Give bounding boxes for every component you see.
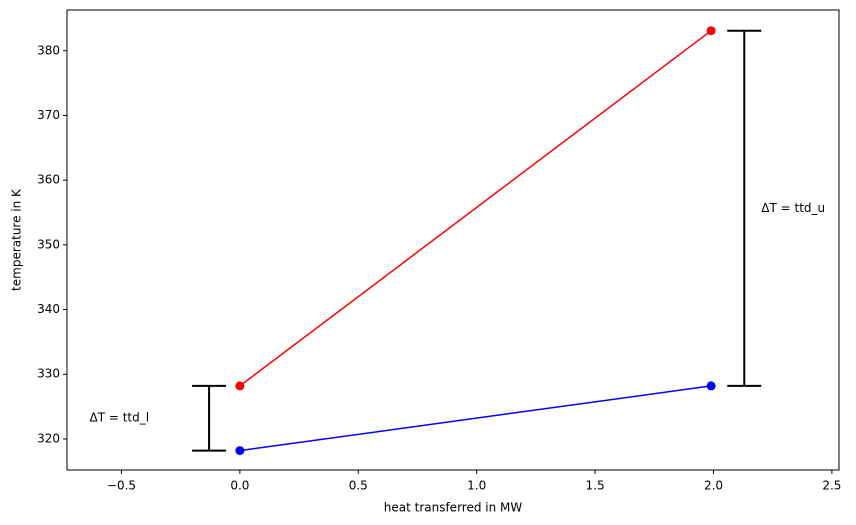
series-line <box>239 30 712 387</box>
x-tick-label: 2.0 <box>704 479 723 493</box>
annotation-label: ΔT = ttd_u <box>761 201 825 215</box>
point <box>706 26 716 36</box>
plot-frame <box>66 9 840 471</box>
y-tick-label: 360 <box>37 173 60 187</box>
y-tick-label: 330 <box>37 367 60 381</box>
y-tick-label: 370 <box>37 108 60 122</box>
x-tick-label: 1.5 <box>586 479 605 493</box>
x-tick-label: 0.0 <box>230 479 249 493</box>
y-axis-label: temperature in K <box>10 188 24 291</box>
x-tick-label: 2.5 <box>822 479 841 493</box>
y-tick-label: 320 <box>37 431 60 445</box>
series-line <box>239 385 712 452</box>
x-axis-label: heat transferred in MW <box>384 501 523 515</box>
x-tick-label: 0.5 <box>349 479 368 493</box>
annotation-label: ΔT = ttd_l <box>89 411 149 425</box>
y-tick-label: 380 <box>37 43 60 57</box>
y-tick-label: 340 <box>37 302 60 316</box>
x-tick-label: 1.0 <box>467 479 486 493</box>
point <box>706 381 716 391</box>
point <box>235 381 245 391</box>
x-tick-label: −0.5 <box>107 479 136 493</box>
point <box>235 446 245 456</box>
y-tick-label: 350 <box>37 237 60 251</box>
